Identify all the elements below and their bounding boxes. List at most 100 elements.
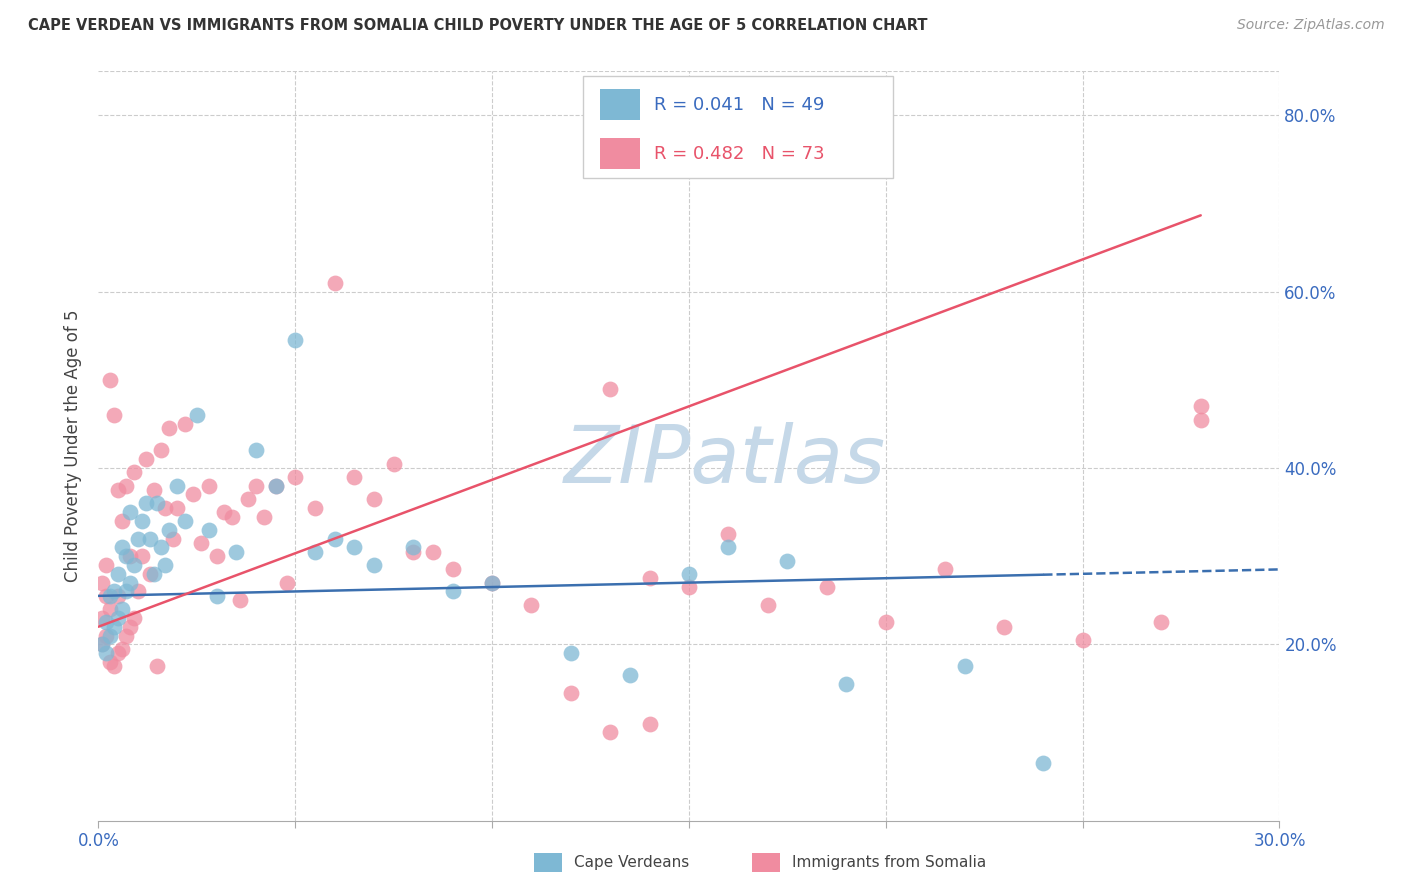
Point — [155, 500, 177, 515]
Point — [142, 483, 165, 497]
Point — [118, 620, 141, 634]
Point — [205, 589, 228, 603]
Point — [236, 491, 259, 506]
Point — [91, 611, 114, 625]
Point — [138, 566, 160, 581]
Point — [284, 470, 307, 484]
Point — [166, 478, 188, 492]
Point — [214, 505, 236, 519]
Point — [157, 523, 180, 537]
Point — [205, 549, 228, 564]
Point — [422, 545, 444, 559]
Point — [363, 558, 385, 572]
Point — [225, 545, 247, 559]
Point — [441, 584, 464, 599]
Y-axis label: Child Poverty Under the Age of 5: Child Poverty Under the Age of 5 — [65, 310, 83, 582]
Point — [162, 532, 184, 546]
Point — [382, 457, 405, 471]
Point — [638, 571, 661, 585]
Point — [96, 628, 118, 642]
Text: Cape Verdeans: Cape Verdeans — [574, 855, 689, 870]
Point — [96, 646, 118, 660]
Point — [560, 646, 582, 660]
Point — [1189, 412, 1212, 426]
Point — [253, 509, 276, 524]
Point — [107, 611, 129, 625]
Point — [481, 575, 503, 590]
Point — [599, 382, 621, 396]
Point — [122, 611, 145, 625]
Point — [402, 541, 425, 555]
Point — [875, 615, 897, 630]
Point — [96, 615, 118, 630]
Text: Immigrants from Somalia: Immigrants from Somalia — [792, 855, 986, 870]
Point — [343, 541, 366, 555]
Point — [619, 668, 641, 682]
Point — [150, 541, 173, 555]
Point — [520, 598, 543, 612]
Point — [122, 558, 145, 572]
Point — [934, 562, 956, 576]
Point — [815, 580, 838, 594]
Point — [304, 545, 326, 559]
Point — [107, 483, 129, 497]
Point — [146, 659, 169, 673]
Point — [229, 593, 252, 607]
Point — [127, 532, 149, 546]
Point — [118, 575, 141, 590]
Point — [111, 541, 134, 555]
Point — [127, 584, 149, 599]
Text: R = 0.482   N = 73: R = 0.482 N = 73 — [654, 145, 824, 163]
Point — [115, 584, 138, 599]
Point — [107, 589, 129, 603]
Point — [91, 637, 114, 651]
Point — [186, 408, 208, 422]
Point — [323, 532, 346, 546]
Point — [115, 549, 138, 564]
Point — [776, 553, 799, 567]
Point — [91, 637, 114, 651]
Point — [284, 333, 307, 347]
Point — [276, 575, 298, 590]
Point — [98, 655, 121, 669]
Point — [953, 659, 976, 673]
Point — [107, 646, 129, 660]
Point — [96, 558, 118, 572]
Text: Source: ZipAtlas.com: Source: ZipAtlas.com — [1237, 18, 1385, 32]
Text: R = 0.041   N = 49: R = 0.041 N = 49 — [654, 95, 824, 114]
Point — [98, 628, 121, 642]
Point — [1032, 756, 1054, 771]
Point — [91, 575, 114, 590]
Point — [717, 541, 740, 555]
Point — [1071, 632, 1094, 647]
Point — [111, 641, 134, 656]
Point — [174, 514, 197, 528]
Point — [135, 452, 157, 467]
Point — [98, 589, 121, 603]
Point — [115, 478, 138, 492]
Point — [1150, 615, 1173, 630]
Point — [98, 373, 121, 387]
Point — [118, 505, 141, 519]
Point — [197, 478, 219, 492]
Point — [1189, 400, 1212, 414]
Point — [402, 545, 425, 559]
Point — [146, 496, 169, 510]
Point — [678, 580, 700, 594]
Point — [190, 536, 212, 550]
Point — [717, 527, 740, 541]
Point — [174, 417, 197, 431]
Point — [245, 443, 267, 458]
Point — [115, 628, 138, 642]
Point — [103, 408, 125, 422]
Point — [323, 276, 346, 290]
Point — [135, 496, 157, 510]
Point — [481, 575, 503, 590]
Point — [142, 566, 165, 581]
Point — [157, 421, 180, 435]
Point — [304, 500, 326, 515]
Point — [363, 491, 385, 506]
Point — [560, 686, 582, 700]
Point — [98, 602, 121, 616]
Point — [103, 584, 125, 599]
